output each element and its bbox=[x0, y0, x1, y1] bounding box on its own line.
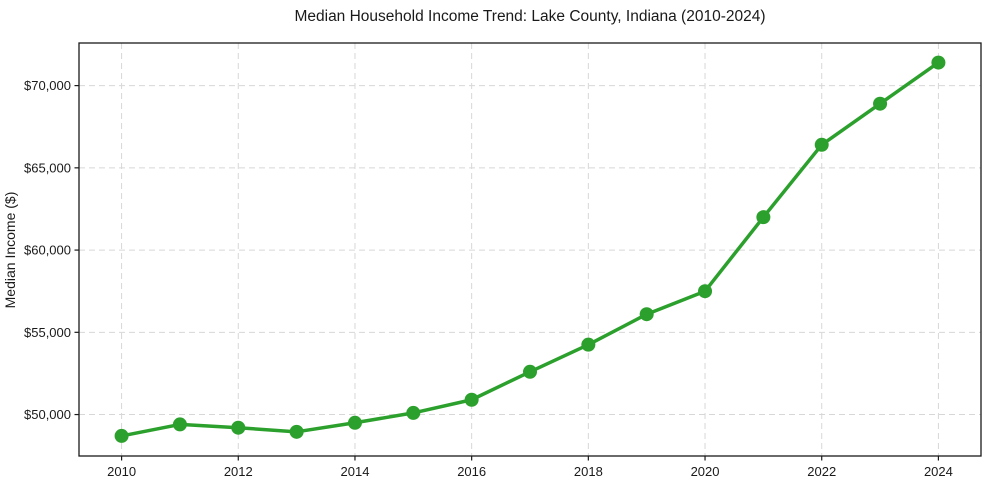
data-point-2013 bbox=[289, 424, 304, 439]
plot-border bbox=[78, 42, 982, 457]
data-point-2011 bbox=[172, 417, 187, 432]
data-point-2022 bbox=[814, 137, 829, 152]
x-tick-label: 2014 bbox=[341, 464, 370, 479]
data-point-2014 bbox=[347, 415, 362, 430]
grid-layer bbox=[79, 43, 981, 456]
x-tick-label: 2016 bbox=[457, 464, 486, 479]
chart-title: Median Household Income Trend: Lake Coun… bbox=[294, 8, 765, 25]
x-tick-label: 2010 bbox=[107, 464, 136, 479]
y-tick-label: $55,000 bbox=[24, 325, 71, 340]
data-point-2012 bbox=[231, 420, 246, 435]
x-tick-label: 2022 bbox=[807, 464, 836, 479]
y-axis-label: Median Income ($) bbox=[2, 192, 18, 309]
data-point-2020 bbox=[698, 284, 713, 299]
x-tick-label: 2024 bbox=[924, 464, 953, 479]
y-tick-label: $50,000 bbox=[24, 407, 71, 422]
data-point-2010 bbox=[114, 428, 129, 443]
y-tick-label: $60,000 bbox=[24, 243, 71, 258]
data-point-2024 bbox=[931, 55, 946, 70]
trend-line bbox=[119, 60, 941, 438]
x-tick-label: 2020 bbox=[691, 464, 720, 479]
data-point-2016 bbox=[464, 392, 479, 407]
y-tick-label: $70,000 bbox=[24, 78, 71, 93]
x-tick-label: 2018 bbox=[574, 464, 603, 479]
data-point-2021 bbox=[756, 210, 771, 225]
data-point-2017 bbox=[523, 364, 537, 379]
data-point-2023 bbox=[873, 96, 888, 111]
series-layer bbox=[114, 55, 946, 443]
axis-layer: $50,000 $55,000 $60,000 $65,000 $70,000 2010 2… bbox=[24, 42, 982, 479]
x-tick-label: 2012 bbox=[224, 464, 253, 479]
data-point-2015 bbox=[406, 405, 421, 420]
data-point-2019 bbox=[639, 307, 654, 322]
data-point-2018 bbox=[581, 337, 596, 352]
y-tick-label: $65,000 bbox=[24, 160, 71, 175]
